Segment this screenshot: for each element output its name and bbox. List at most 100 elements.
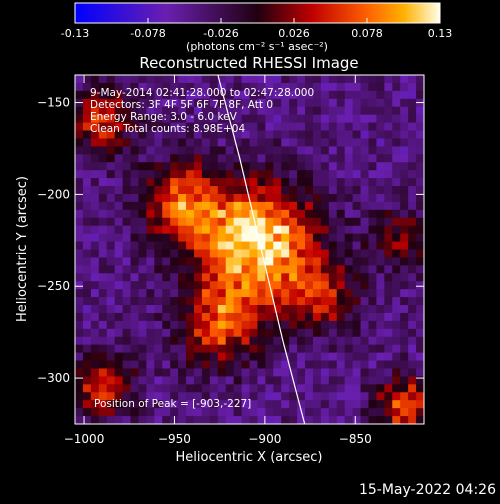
- heatmap-cell: [408, 209, 417, 219]
- heatmap-cell: [265, 305, 274, 314]
- heatmap-cell: [233, 170, 242, 179]
- heatmap-cell: [344, 170, 354, 179]
- heatmap-cell: [138, 178, 147, 187]
- heatmap-cell: [392, 98, 401, 108]
- heatmap-cell: [384, 154, 393, 163]
- heatmap-cell: [178, 82, 187, 92]
- heatmap-cell: [281, 281, 290, 290]
- heatmap-cell: [162, 225, 171, 235]
- heatmap-cell: [193, 146, 203, 155]
- heatmap-cell: [241, 106, 250, 116]
- heatmap-cell: [138, 305, 147, 314]
- heatmap-cell: [392, 162, 401, 171]
- heatmap-cell: [312, 328, 322, 338]
- heatmap-cell: [384, 281, 393, 290]
- heatmap-cell: [328, 146, 338, 155]
- heatmap-cell: [408, 186, 417, 195]
- heatmap-cell: [186, 82, 195, 92]
- heatmap-cell: [360, 376, 369, 385]
- heatmap-cell: [408, 336, 417, 346]
- heatmap-cell: [392, 265, 401, 274]
- heatmap-cell: [336, 146, 346, 155]
- heatmap-cell: [320, 400, 330, 409]
- heatmap-cell: [289, 344, 298, 354]
- heatmap-cell: [98, 297, 108, 306]
- heatmap-cell: [138, 376, 147, 385]
- heatmap-cell: [122, 186, 131, 195]
- heatmap-cell: [90, 178, 100, 187]
- heatmap-cell: [384, 82, 393, 92]
- heatmap-cell: [344, 281, 354, 290]
- heatmap-cell: [233, 289, 242, 298]
- heatmap-cell: [82, 130, 92, 139]
- heatmap-cell: [154, 75, 163, 84]
- x-tick-label: −950: [158, 432, 191, 446]
- heatmap-cell: [368, 344, 377, 354]
- heatmap-cell: [281, 376, 290, 385]
- heatmap-cell: [352, 305, 361, 314]
- heatmap-cell: [384, 170, 393, 179]
- heatmap-cell: [297, 352, 306, 361]
- heatmap-cell: [297, 170, 306, 179]
- heatmap-cell: [368, 138, 377, 147]
- heatmap-cell: [352, 225, 361, 235]
- heatmap-cell: [75, 130, 84, 139]
- heatmap-cell: [297, 273, 306, 282]
- heatmap-cell: [201, 392, 211, 401]
- heatmap-cell: [193, 416, 203, 424]
- heatmap-cell: [376, 297, 385, 306]
- heatmap-cell: [281, 384, 290, 393]
- heatmap-cell: [312, 368, 322, 377]
- heatmap-cell: [186, 408, 195, 417]
- heatmap-cell: [209, 408, 219, 417]
- heatmap-cell: [257, 352, 266, 361]
- heatmap-cell: [225, 233, 235, 242]
- heatmap-cell: [217, 392, 227, 401]
- heatmap-cell: [122, 257, 131, 266]
- heatmap-cell: [82, 336, 92, 346]
- heatmap-cell: [352, 217, 361, 227]
- heatmap-cell: [82, 400, 92, 409]
- heatmap-cell: [265, 193, 274, 203]
- heatmap-cell: [170, 352, 179, 361]
- heatmap-cell: [376, 170, 385, 179]
- heatmap-cell: [146, 352, 155, 361]
- heatmap-cell: [170, 106, 179, 116]
- heatmap-cell: [241, 170, 250, 179]
- heatmap-cell: [178, 233, 187, 242]
- heatmap-cell: [225, 98, 235, 108]
- heatmap-cell: [305, 376, 314, 385]
- heatmap-cell: [249, 376, 258, 385]
- heatmap-cell: [225, 297, 235, 306]
- heatmap-cell: [305, 344, 314, 354]
- heatmap-cell: [170, 281, 179, 290]
- heatmap-cell: [114, 90, 123, 100]
- heatmap-cell: [416, 376, 424, 385]
- heatmap-cell: [249, 320, 258, 330]
- heatmap-cell: [320, 162, 330, 171]
- heatmap-cell: [82, 281, 92, 290]
- heatmap-cell: [281, 257, 290, 266]
- heatmap-cell: [249, 368, 258, 377]
- plot-frame: [74, 74, 425, 425]
- heatmap-cell: [75, 265, 84, 274]
- heatmap-cell: [312, 146, 322, 155]
- heatmap-cell: [392, 90, 401, 100]
- heatmap-cell: [273, 320, 282, 330]
- heatmap-cell: [209, 154, 219, 163]
- heatmap-cell: [106, 82, 116, 92]
- heatmap-cell: [312, 90, 322, 100]
- heatmap-cell: [257, 114, 266, 123]
- heatmap-cell: [320, 130, 330, 139]
- heatmap-cell: [201, 122, 211, 131]
- heatmap-cell: [305, 122, 314, 131]
- heatmap-cell: [344, 408, 354, 417]
- heatmap-cell: [312, 217, 322, 227]
- heatmap-cell: [201, 320, 211, 330]
- heatmap-cell: [217, 368, 227, 377]
- heatmap-cell: [162, 416, 171, 424]
- heatmap-cell: [75, 146, 84, 155]
- heatmap-cell: [186, 273, 195, 282]
- heatmap-cell: [400, 281, 409, 290]
- heatmap-cell: [225, 352, 235, 361]
